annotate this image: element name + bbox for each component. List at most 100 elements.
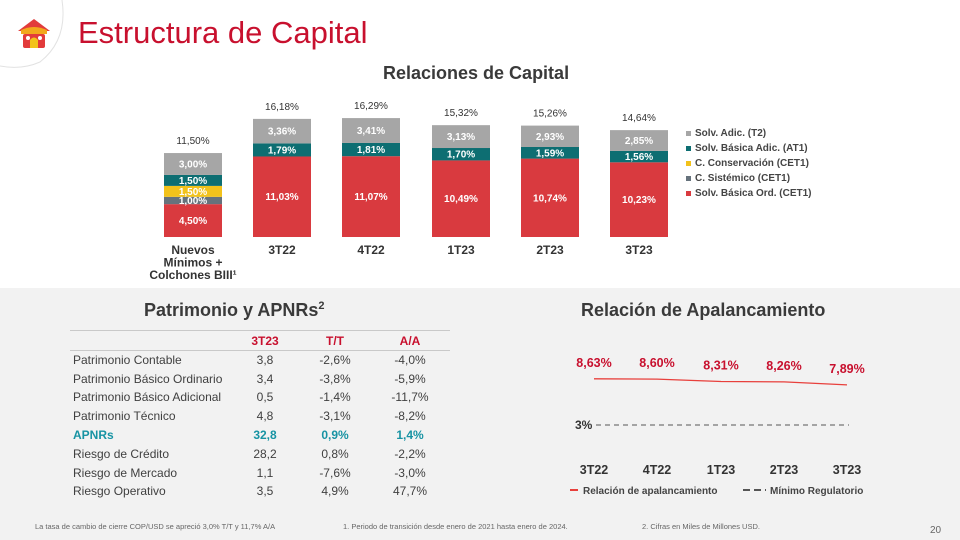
category-label: Mínimos + — [163, 256, 222, 270]
value-tt: -3,8% — [319, 371, 351, 386]
bar-segment — [253, 143, 311, 157]
bank-logo-icon — [18, 19, 50, 48]
table-row: Patrimonio Técnico 4,8 -3,1% -8,2% — [70, 407, 450, 426]
bar-total-label: 15,26% — [533, 109, 567, 120]
bar-segment — [610, 130, 668, 151]
bar-segment-label: 2,85% — [625, 136, 653, 147]
bar-segment-label: 1,50% — [179, 187, 207, 198]
legend-swatch — [686, 146, 691, 151]
row-label: Patrimonio Básico Adicional — [73, 390, 222, 405]
row-label: APNRs — [73, 428, 114, 443]
bar-segment-label: 10,49% — [444, 194, 478, 205]
bar-segment-label: 1,00% — [179, 196, 207, 207]
category-label: 3T23 — [625, 243, 653, 257]
row-label: Riesgo Operativo — [73, 484, 166, 499]
bar-segment — [164, 153, 222, 175]
table-header-aa: A/A — [370, 330, 450, 351]
table-row: Riesgo Operativo 3,5 4,9% 47,7% — [70, 482, 450, 501]
leverage-value-label: 7,89% — [829, 362, 864, 376]
bar-segment — [521, 125, 579, 147]
bar-segment — [253, 118, 311, 144]
bar-segment — [432, 160, 490, 237]
bar-segment-label: 1,50% — [179, 176, 207, 187]
category-label: 3T22 — [268, 243, 296, 257]
x-tick-label: 3T22 — [580, 463, 609, 477]
bar-segment-label: 1,70% — [447, 150, 475, 161]
bar-segment — [610, 150, 668, 163]
bar-segment-label: 10,74% — [533, 193, 567, 204]
category-label: 1T23 — [447, 243, 475, 257]
value-3t23: 4,8 — [256, 409, 274, 424]
bar-segment — [521, 146, 579, 159]
bar-segment — [164, 204, 222, 237]
x-tick-label: 4T22 — [643, 463, 672, 477]
legend-swatch — [686, 161, 691, 166]
table-row: Patrimonio Contable 3,8 -2,6% -4,0% — [70, 351, 450, 370]
value-3t23: 1,1 — [256, 465, 274, 480]
legend-entry-minimum: Mínimo Regulatorio — [770, 486, 863, 497]
value-3t23: 3,5 — [256, 484, 274, 499]
value-tt: 0,8% — [321, 446, 349, 461]
row-label: Patrimonio Básico Ordinario — [73, 371, 223, 386]
leverage-value-label: 8,60% — [639, 356, 674, 370]
leverage-ratio-line — [593, 378, 848, 386]
category-label: Colchones BIII¹ — [149, 268, 236, 282]
page-title: Estructura de Capital — [78, 15, 368, 50]
value-tt: 0,9% — [321, 428, 349, 443]
leverage-value-label: 8,63% — [576, 356, 611, 370]
bar-total-label: 16,18% — [265, 102, 299, 113]
leverage-value-label: 8,31% — [703, 358, 738, 372]
bar-segment — [342, 156, 400, 237]
value-aa: 1,4% — [396, 428, 424, 443]
x-tick-label: 1T23 — [707, 463, 736, 477]
value-3t23: 3,4 — [256, 371, 274, 386]
value-tt: 4,9% — [321, 484, 349, 499]
bar-total-label: 14,64% — [622, 113, 656, 124]
table-row: Patrimonio Básico Adicional 0,5 -1,4% -11,7… — [70, 388, 450, 407]
legend-swatch — [686, 176, 691, 181]
bar-segment — [521, 158, 579, 237]
category-label: 4T22 — [357, 243, 385, 257]
bar-segment-label: 11,07% — [354, 192, 387, 203]
capital-chart-title: Relaciones de Capital — [383, 63, 570, 83]
value-tt: -2,6% — [319, 353, 351, 368]
bar-segment-label: 3,36% — [268, 127, 296, 138]
bar-segment-label: 10,23% — [622, 195, 656, 206]
bar-segment — [432, 125, 490, 149]
bar-segment — [342, 142, 400, 157]
value-3t23: 0,5 — [256, 390, 274, 405]
table-header-3t23: 3T23 — [230, 330, 300, 351]
x-tick-label: 2T23 — [770, 463, 799, 477]
value-aa: -8,2% — [394, 409, 426, 424]
bar-segment-label: 4,50% — [179, 216, 207, 227]
bar-segment-label: 3,00% — [179, 160, 207, 171]
table-row: Patrimonio Básico Ordinario 3,4 -3,8% -5,9% — [70, 369, 450, 388]
value-tt: -1,4% — [319, 390, 351, 405]
value-tt: -7,6% — [319, 465, 351, 480]
table-row: APNRs 32,8 0,9% 1,4% — [70, 426, 450, 445]
legend-entry: C. Conservación (CET1) — [695, 158, 809, 169]
footnote-units: 2. Cifras en Miles de Millones USD. — [642, 522, 760, 531]
capital-ratios-chart: 4,50%1,00%1,50%1,50%3,00%11,50%NuevosMín… — [149, 101, 811, 282]
value-aa: -3,0% — [394, 465, 426, 480]
value-aa: -5,9% — [394, 371, 426, 386]
bar-segment-label: 3,13% — [447, 132, 475, 143]
legend-entry: C. Sistémico (CET1) — [695, 173, 790, 184]
value-3t23: 28,2 — [253, 446, 277, 461]
legend-entry-leverage: Relación de apalancamiento — [583, 486, 718, 497]
bar-segment — [432, 148, 490, 161]
legend-entry: Solv. Adic. (T2) — [695, 128, 766, 139]
bar-segment-label: 1,79% — [268, 145, 296, 156]
row-label: Patrimonio Contable — [73, 353, 182, 368]
regulatory-minimum-label: 3% — [575, 418, 593, 432]
bar-segment — [253, 156, 311, 237]
bar-total-label: 11,50% — [176, 136, 209, 147]
bar-segment — [342, 118, 400, 143]
table-row: Riesgo de Mercado 1,1 -7,6% -3,0% — [70, 463, 450, 482]
bar-segment — [164, 196, 222, 205]
category-label: 2T23 — [536, 243, 564, 257]
bar-segment-label: 3,41% — [357, 126, 385, 137]
bar-segment-label: 1,81% — [357, 145, 385, 156]
value-aa: -4,0% — [394, 353, 426, 368]
